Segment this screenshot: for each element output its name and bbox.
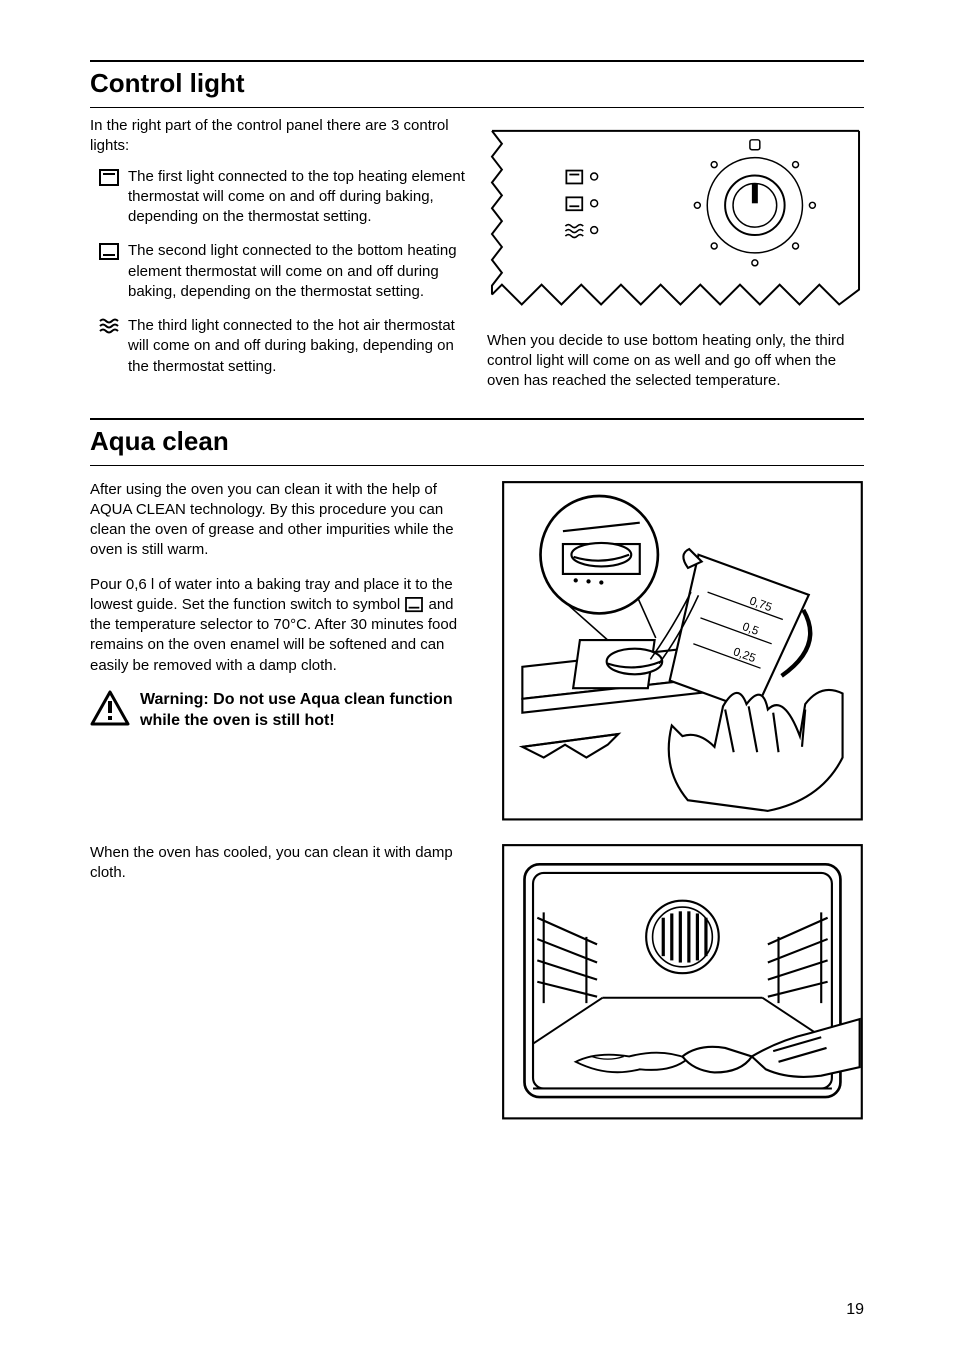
control-light-row-2: The second light connected to the bottom… bbox=[90, 241, 467, 302]
warning-text: Warning: Do not use Aqua clean function … bbox=[140, 690, 471, 732]
section2-bottom-row: When the oven has cooled, you can clean … bbox=[90, 843, 864, 1121]
warning-block: Warning: Do not use Aqua clean function … bbox=[90, 690, 471, 732]
hot-air-icon bbox=[90, 316, 128, 334]
control-light-text-1: The first light connected to the top hea… bbox=[128, 167, 467, 228]
section2-figure-2 bbox=[501, 843, 864, 1121]
section1-note: When you decide to use bottom heating on… bbox=[487, 331, 864, 392]
section1-intro: In the right part of the control panel t… bbox=[90, 116, 467, 157]
section1-right-col: When you decide to use bottom heating on… bbox=[487, 116, 864, 391]
page-number: 19 bbox=[846, 1299, 864, 1321]
control-light-text-2: The second light connected to the bottom… bbox=[128, 241, 467, 302]
section1-left-col: In the right part of the control panel t… bbox=[90, 116, 467, 391]
bottom-heat-icon bbox=[90, 241, 128, 261]
rule-top bbox=[90, 60, 864, 62]
section1-title: Control light bbox=[90, 66, 864, 101]
control-light-row-1: The first light connected to the top hea… bbox=[90, 167, 467, 228]
control-panel-diagram bbox=[487, 116, 864, 314]
section2-left-col: After using the oven you can clean it wi… bbox=[90, 480, 471, 822]
section2-title: Aqua clean bbox=[90, 424, 864, 459]
control-light-text-3: The third light connected to the hot air… bbox=[128, 316, 467, 377]
rule-under-title-1 bbox=[90, 107, 864, 108]
rule-under-title-2 bbox=[90, 465, 864, 466]
section2-top-row: After using the oven you can clean it wi… bbox=[90, 480, 864, 822]
section2-bottom-text-col: When the oven has cooled, you can clean … bbox=[90, 843, 471, 1121]
top-heat-icon bbox=[90, 167, 128, 187]
section2-figure-1: 0,75 0,5 0,25 bbox=[501, 480, 864, 822]
aqua-clean-p2-before: Pour 0,6 l of water into a baking tray a… bbox=[90, 576, 453, 613]
wipe-oven-illustration bbox=[501, 843, 864, 1121]
rule-top-2 bbox=[90, 418, 864, 420]
aqua-clean-bottom-text: When the oven has cooled, you can clean … bbox=[90, 843, 471, 884]
aqua-clean-p2: Pour 0,6 l of water into a baking tray a… bbox=[90, 575, 471, 676]
warning-icon bbox=[90, 690, 130, 726]
pour-water-illustration: 0,75 0,5 0,25 bbox=[501, 480, 864, 822]
section1-body: In the right part of the control panel t… bbox=[90, 116, 864, 391]
control-light-row-3: The third light connected to the hot air… bbox=[90, 316, 467, 377]
aqua-clean-p1: After using the oven you can clean it wi… bbox=[90, 480, 471, 561]
bottom-heat-icon-inline bbox=[404, 597, 424, 613]
